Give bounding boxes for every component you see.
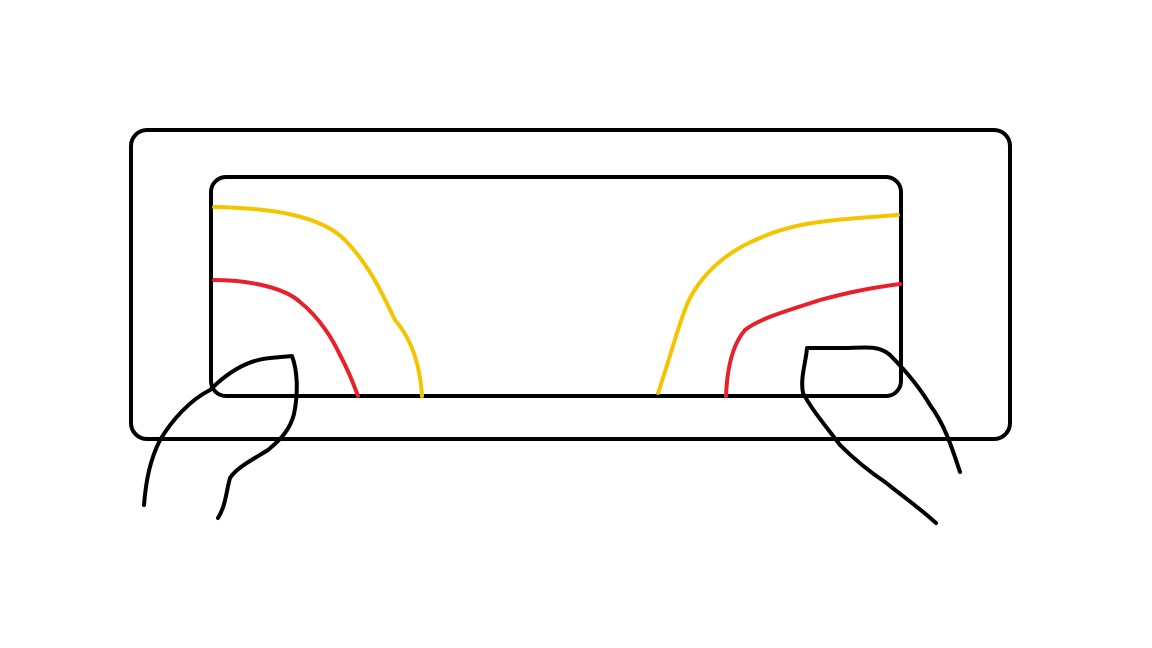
right-inner-arc bbox=[724, 282, 902, 398]
right-thumb bbox=[800, 345, 962, 525]
device-screen bbox=[209, 175, 903, 398]
left-outer-arc bbox=[212, 205, 424, 398]
left-inner-arc bbox=[212, 278, 360, 398]
left-thumb bbox=[142, 354, 299, 520]
right-outer-arc bbox=[656, 213, 900, 395]
device-outer-frame bbox=[129, 128, 1012, 441]
